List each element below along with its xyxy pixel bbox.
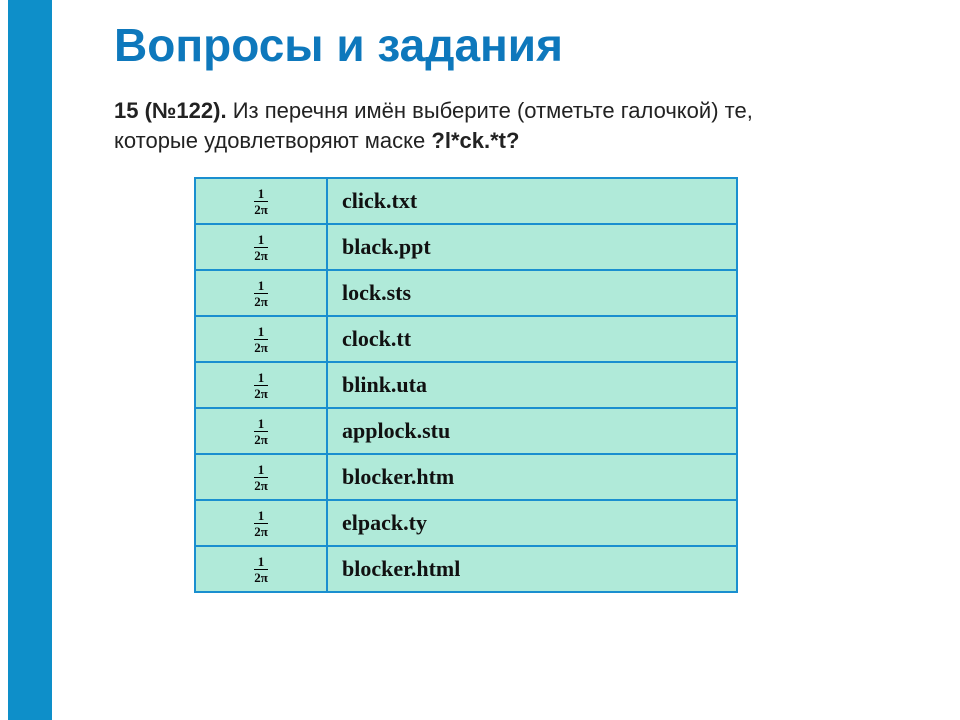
checkbox-cell[interactable]: 12π <box>195 270 327 316</box>
fraction-numerator: 1 <box>254 463 268 478</box>
task-number: 15 (№122). <box>114 98 233 123</box>
filenames-table: 12πclick.txt12πblack.ppt12πlock.sts12πcl… <box>194 177 738 593</box>
fraction-numerator: 1 <box>254 279 268 294</box>
fraction-denominator: 2π <box>254 202 268 216</box>
checkbox-cell[interactable]: 12π <box>195 500 327 546</box>
table-row: 12π black.ppt <box>195 224 737 270</box>
filename-cell: black.ppt <box>327 224 737 270</box>
fraction-denominator: 2π <box>254 432 268 446</box>
task-instructions: 15 (№122). Из перечня имён выберите (отм… <box>114 96 834 155</box>
table-row: 12π elpack.ty <box>195 500 737 546</box>
fraction-icon: 12π <box>254 233 268 262</box>
checkbox-cell[interactable]: 12π <box>195 224 327 270</box>
fraction-denominator: 2π <box>254 294 268 308</box>
fraction-numerator: 1 <box>254 187 268 202</box>
checkbox-cell[interactable]: 12π <box>195 408 327 454</box>
fraction-icon: 12π <box>254 325 268 354</box>
filename-cell: blink.uta <box>327 362 737 408</box>
task-mask: ?l*ck.*t? <box>431 128 519 153</box>
fraction-icon: 12π <box>254 509 268 538</box>
checkbox-cell[interactable]: 12π <box>195 454 327 500</box>
fraction-denominator: 2π <box>254 478 268 492</box>
fraction-denominator: 2π <box>254 386 268 400</box>
table-row: 12π blocker.htm <box>195 454 737 500</box>
filename-cell: clock.tt <box>327 316 737 362</box>
fraction-numerator: 1 <box>254 555 268 570</box>
table-row: 12π lock.sts <box>195 270 737 316</box>
fraction-denominator: 2π <box>254 248 268 262</box>
fraction-denominator: 2π <box>254 524 268 538</box>
checkbox-cell[interactable]: 12π <box>195 546 327 592</box>
fraction-icon: 12π <box>254 187 268 216</box>
fraction-numerator: 1 <box>254 417 268 432</box>
fraction-numerator: 1 <box>254 325 268 340</box>
table-row: 12π blink.uta <box>195 362 737 408</box>
filename-cell: applock.stu <box>327 408 737 454</box>
filenames-table-wrap: 12πclick.txt12πblack.ppt12πlock.sts12πcl… <box>194 177 960 593</box>
fraction-denominator: 2π <box>254 340 268 354</box>
fraction-numerator: 1 <box>254 371 268 386</box>
table-row: 12π clock.tt <box>195 316 737 362</box>
checkbox-cell[interactable]: 12π <box>195 362 327 408</box>
filename-cell: elpack.ty <box>327 500 737 546</box>
fraction-denominator: 2π <box>254 570 268 584</box>
fraction-icon: 12π <box>254 279 268 308</box>
fraction-numerator: 1 <box>254 509 268 524</box>
filename-cell: blocker.htm <box>327 454 737 500</box>
left-accent-bar <box>8 0 52 720</box>
filename-cell: click.txt <box>327 178 737 224</box>
fraction-icon: 12π <box>254 417 268 446</box>
checkbox-cell[interactable]: 12π <box>195 316 327 362</box>
fraction-icon: 12π <box>254 463 268 492</box>
content-area: Вопросы и задания 15 (№122). Из перечня … <box>52 0 960 720</box>
fraction-icon: 12π <box>254 555 268 584</box>
filename-cell: lock.sts <box>327 270 737 316</box>
filename-cell: blocker.html <box>327 546 737 592</box>
table-row: 12π click.txt <box>195 178 737 224</box>
fraction-numerator: 1 <box>254 233 268 248</box>
table-row: 12π applock.stu <box>195 408 737 454</box>
checkbox-cell[interactable]: 12π <box>195 178 327 224</box>
page-title: Вопросы и задания <box>114 18 960 72</box>
table-row: 12π blocker.html <box>195 546 737 592</box>
fraction-icon: 12π <box>254 371 268 400</box>
